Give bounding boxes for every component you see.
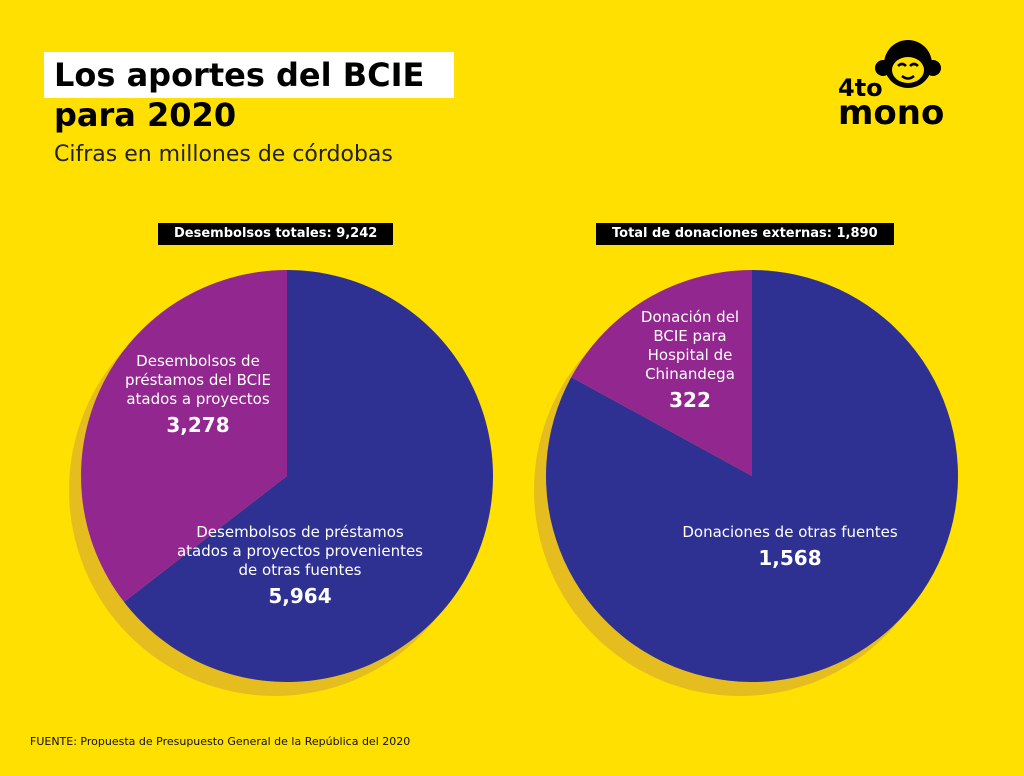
slice-label-left-purple-text: Desembolsos de préstamos del BCIE atados… xyxy=(125,352,271,408)
pie-0-slice-0 xyxy=(123,270,493,683)
slice-label-right-blue: Donaciones de otras fuentes 1,568 xyxy=(665,523,915,572)
logo-text-top: 4to xyxy=(838,74,883,102)
slice-label-left-blue-text: Desembolsos de préstamos atados a proyec… xyxy=(176,523,423,579)
page-subtitle: Cifras en millones de córdobas xyxy=(54,142,393,167)
slice-label-right-purple: Donación del BCIE para Hospital de China… xyxy=(630,308,750,414)
monkey-face-icon xyxy=(875,40,941,88)
page-title-line2: para 2020 xyxy=(54,96,237,134)
pie-0-slice-1 xyxy=(80,270,287,602)
chart-right-title: Total de donaciones externas: 1,890 xyxy=(596,223,894,245)
slice-value-right-purple: 322 xyxy=(669,388,711,412)
chart-left-title: Desembolsos totales: 9,242 xyxy=(158,223,394,245)
slice-label-right-blue-text: Donaciones de otras fuentes xyxy=(682,523,898,541)
slice-value-left-blue: 5,964 xyxy=(268,584,332,608)
slice-label-left-purple: Desembolsos de préstamos del BCIE atados… xyxy=(108,352,288,439)
logo: 4to mono xyxy=(838,40,944,130)
slice-value-right-blue: 1,568 xyxy=(758,546,822,570)
logo-text-bottom: mono xyxy=(838,93,944,130)
page-title-line1: Los aportes del BCIE xyxy=(54,56,425,94)
title-box: Los aportes del BCIE xyxy=(44,52,455,98)
pie-1-slice-0 xyxy=(546,270,958,683)
slice-value-left-purple: 3,278 xyxy=(166,413,230,437)
slice-label-left-blue: Desembolsos de préstamos atados a proyec… xyxy=(170,523,430,610)
source-note: FUENTE: Propuesta de Presupuesto General… xyxy=(30,735,411,748)
slice-label-right-purple-text: Donación del BCIE para Hospital de China… xyxy=(640,308,740,383)
pie-1-slice-1 xyxy=(571,270,752,476)
